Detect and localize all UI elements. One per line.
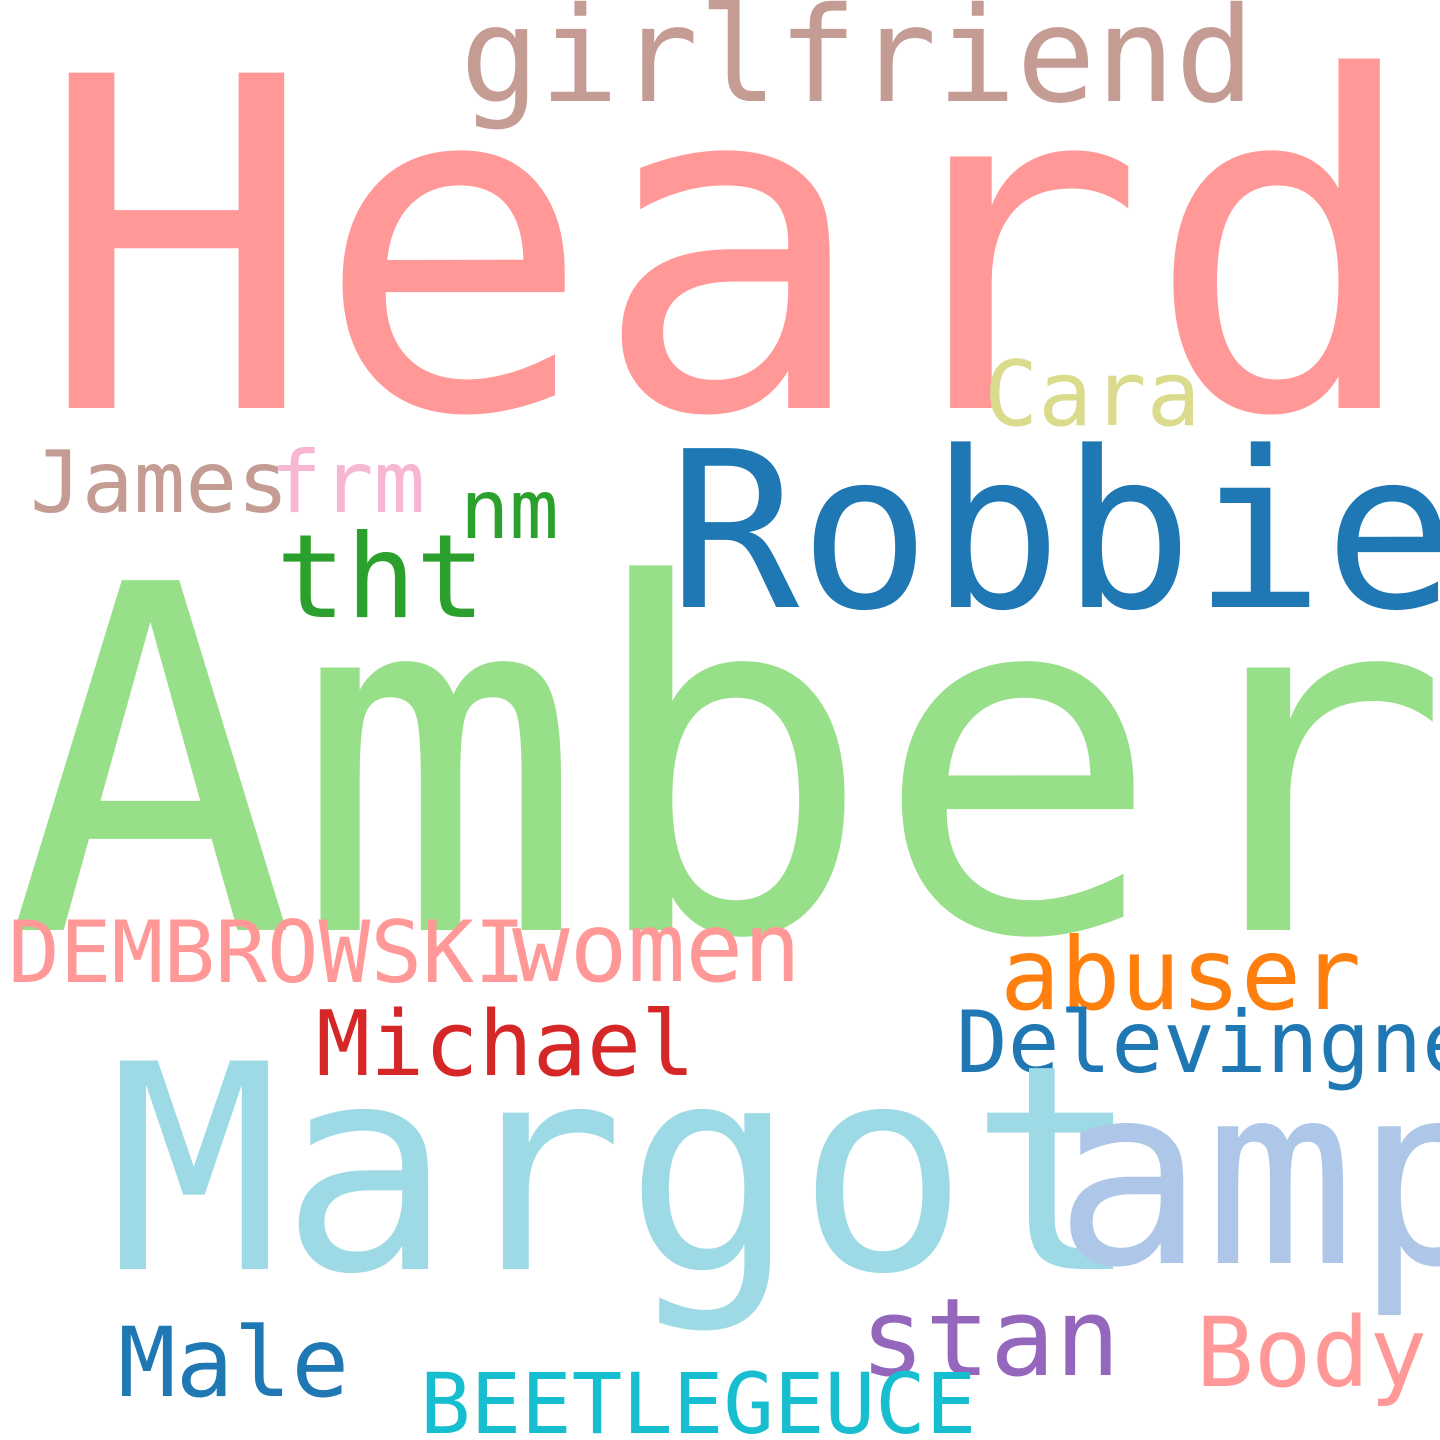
word-women: women <box>512 892 801 1004</box>
word-margot: Margot <box>108 1005 1142 1337</box>
word-nm: nm <box>460 463 559 558</box>
word-delevingne: Delevingne <box>956 993 1440 1093</box>
word-heard: Heard <box>38 0 1423 517</box>
word-abuser: abuser <box>1000 916 1362 1033</box>
word-amp: amp <box>1054 1031 1440 1322</box>
word-michael: Michael <box>316 992 696 1097</box>
word-stan: stan <box>860 1276 1121 1401</box>
word-amber: Amber <box>6 485 1440 1044</box>
word-body: Body <box>1196 1297 1428 1409</box>
word-cara: Cara <box>984 342 1201 447</box>
word-dembrowski: DEMBROWSKI <box>8 903 526 1003</box>
word-frm: frm <box>270 433 426 533</box>
word-girlfriend: girlfriend <box>460 0 1255 133</box>
word-beetlegeuce: BEETLEGEUCE <box>420 1355 977 1440</box>
word-male: Male <box>118 1307 350 1419</box>
word-robbie: Robbie <box>668 406 1440 659</box>
word-james: James <box>30 433 289 533</box>
word-tht: tht <box>276 510 486 645</box>
